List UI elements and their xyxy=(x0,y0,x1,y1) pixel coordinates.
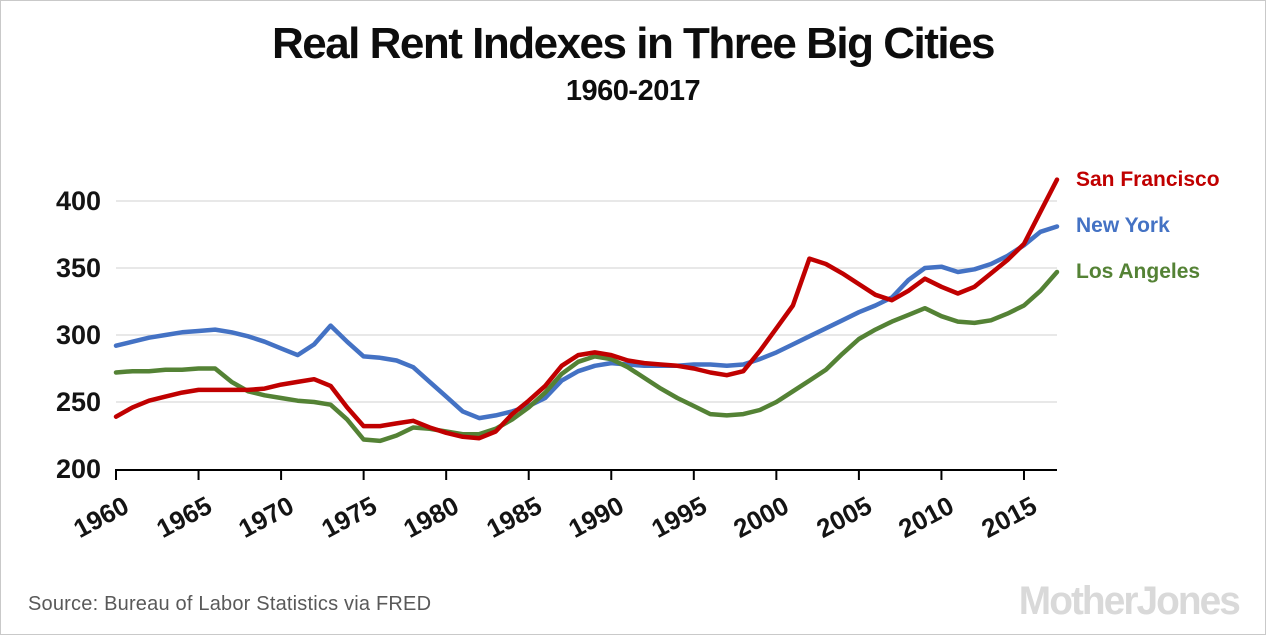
y-tick-label: 250 xyxy=(55,387,101,417)
legend-label-san-francisco: San Francisco xyxy=(1076,167,1220,191)
chart-title: Real Rent Indexes in Three Big Cities xyxy=(271,19,996,68)
line-new-york xyxy=(113,224,1060,421)
publisher-logo: MotherJones xyxy=(1018,579,1241,623)
source-attribution: Source: Bureau of Labor Statistics via F… xyxy=(28,593,432,615)
legend-label-los-angeles: Los Angeles xyxy=(1076,260,1201,284)
y-tick-label: 300 xyxy=(55,320,101,350)
y-tick-label: 200 xyxy=(55,454,101,484)
line-los-angeles xyxy=(113,269,1060,444)
y-tick-label: 350 xyxy=(55,253,101,283)
y-tick-label: 400 xyxy=(55,186,101,216)
legend-label-new-york: New York xyxy=(1076,214,1170,238)
line-san-francisco xyxy=(113,177,1060,441)
chart-subtitle: 1960-2017 xyxy=(565,75,701,107)
